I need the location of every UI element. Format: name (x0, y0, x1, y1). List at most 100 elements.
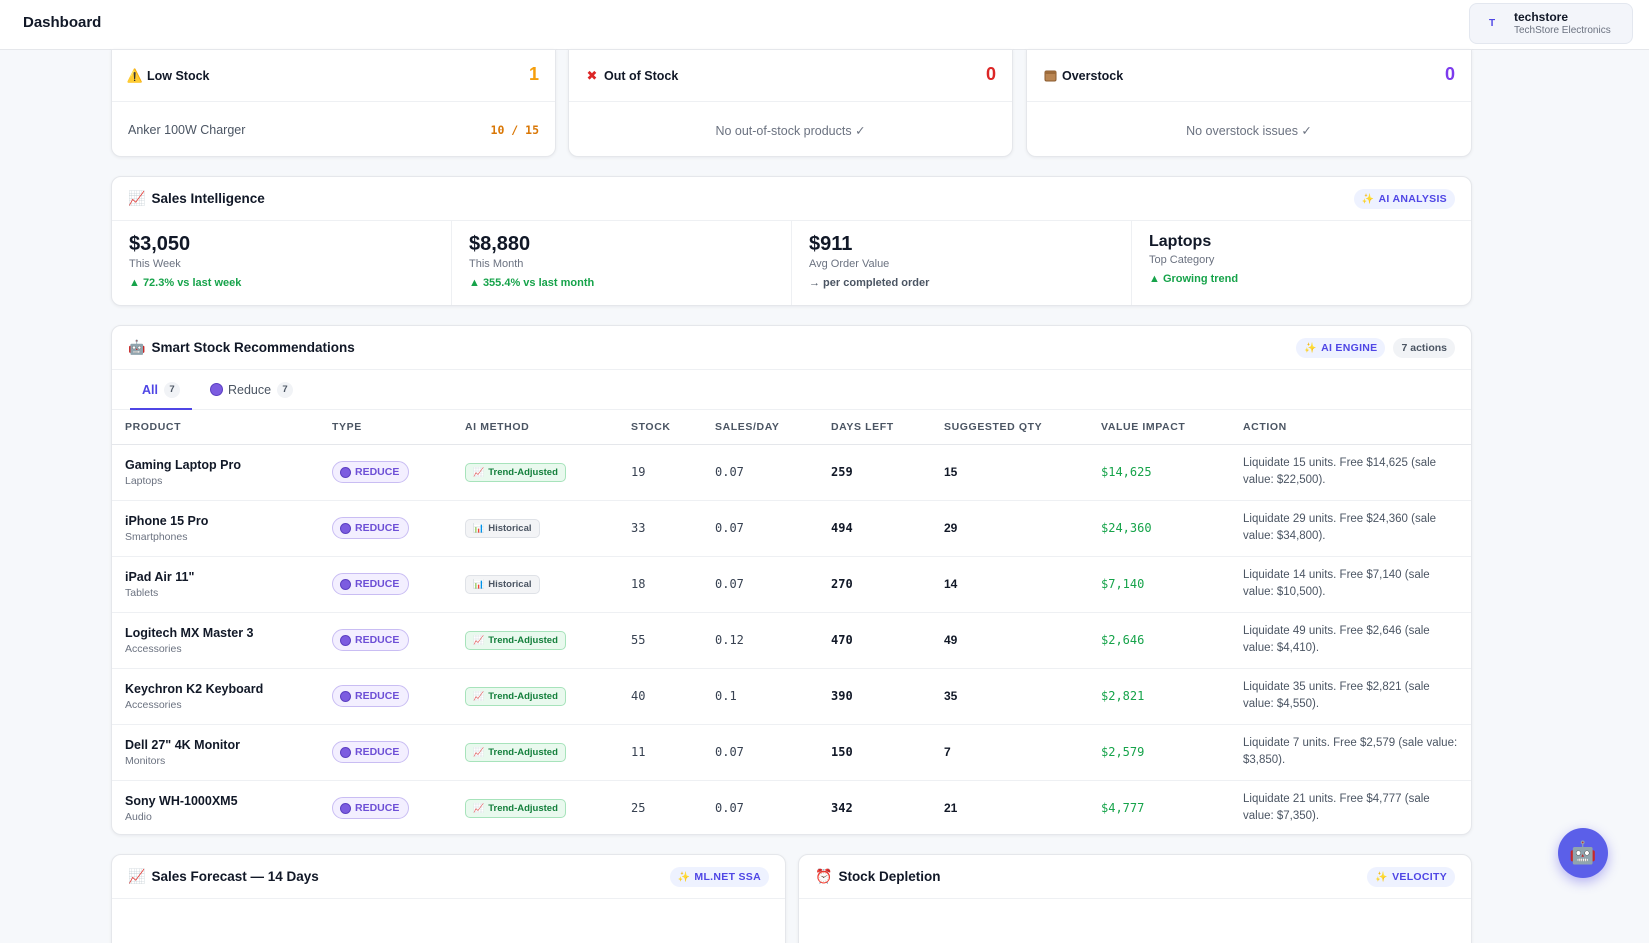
tab-all[interactable]: All 7 (130, 370, 192, 410)
out-of-stock-card: ✖ Out of Stock 0 No out-of-stock product… (568, 49, 1013, 157)
kpi-label: This Month (469, 258, 524, 270)
reduce-badge: REDUCE (332, 797, 410, 820)
recommendation-tabs: All 7 Reduce 7 (112, 370, 1471, 410)
ai-method-badge: 📊 Historical (465, 518, 540, 538)
product-name: iPhone 15 Pro (125, 513, 209, 528)
out-of-stock-count: 0 (985, 64, 996, 84)
sales-per-day-cell: 0.07 (702, 444, 818, 501)
reduce-dot-icon (340, 522, 351, 534)
overstock-card: Overstock 0 No overstock issues ✓ (1026, 49, 1472, 157)
chart-up-icon: 📈 (473, 466, 485, 477)
low-stock-header: ⚠️ Low Stock 1 (112, 50, 555, 102)
assistant-fab-button[interactable]: 🤖 (1558, 828, 1608, 878)
stock-cell: 19 (618, 444, 702, 501)
action-cell: Liquidate 7 units. Free $2,579 (sale val… (1230, 724, 1471, 781)
table-row[interactable]: Sony WH-1000XM5 Audio REDUCE 📈 Trend-Adjuste… (112, 780, 1471, 834)
low-stock-label: Low Stock (147, 68, 210, 83)
recommendations-title: Smart Stock Recommendations (151, 340, 355, 355)
action-cell: Liquidate 14 units. Free $7,140 (sale va… (1230, 556, 1471, 613)
column-header: AI METHOD (452, 410, 618, 445)
stock-cell: 40 (618, 668, 702, 725)
sales-per-day-cell: 0.07 (702, 556, 818, 613)
type-cell: REDUCE (319, 500, 452, 557)
table-row[interactable]: iPad Air 11" Tablets REDUCE 📊 Historical 18 0.… (112, 556, 1471, 613)
out-of-stock-header: ✖ Out of Stock 0 (569, 50, 1012, 102)
product-category: Accessories (125, 642, 182, 655)
column-header: DAYS LEFT (818, 410, 931, 445)
sales-forecast-card: 📈 Sales Forecast — 14 Days ✨ ML.NET SSA (111, 854, 786, 943)
alarm-clock-icon: ⏰ (815, 868, 833, 884)
tab-reduce[interactable]: Reduce 7 (198, 370, 305, 409)
product-name: Dell 27" 4K Monitor (125, 737, 240, 752)
product-cell: iPhone 15 Pro Smartphones (112, 500, 319, 557)
table-row[interactable]: iPhone 15 Pro Smartphones REDUCE 📊 Historica… (112, 500, 1471, 557)
method-cell: 📈 Trend-Adjusted (452, 444, 618, 501)
ai-method-badge: 📈 Trend-Adjusted (465, 742, 566, 762)
column-header: VALUE IMPACT (1088, 410, 1230, 445)
method-cell: 📈 Trend-Adjusted (452, 780, 618, 834)
kpi-trend: ▲ Growing trend (1149, 273, 1239, 285)
type-cell: REDUCE (319, 724, 452, 781)
reduce-badge: REDUCE (332, 517, 410, 539)
sales-intelligence-header: 📈 Sales Intelligence ✨ AI ANALYSIS (112, 177, 1471, 221)
type-cell: REDUCE (319, 668, 452, 725)
value-impact-cell: $24,360 (1088, 500, 1230, 557)
product-cell: Dell 27" 4K Monitor Monitors (112, 724, 319, 781)
actions-count-badge: 7 actions (1393, 338, 1455, 358)
cross-icon: ✖ (586, 67, 598, 83)
chart-up-icon: 📈 (473, 802, 485, 813)
days-left-cell: 494 (818, 500, 931, 557)
reduce-badge: REDUCE (332, 685, 410, 707)
reduce-dot-icon (340, 746, 351, 758)
velocity-badge: ✨ VELOCITY (1367, 867, 1455, 887)
product-name: iPad Air 11" (125, 569, 195, 584)
days-left-cell: 342 (831, 801, 853, 816)
kpi-trend: ▲ 72.3% vs last week (129, 277, 242, 289)
ai-engine-badge: ✨ AI ENGINE (1296, 338, 1386, 358)
sales-forecast-title: Sales Forecast — 14 Days (151, 869, 319, 884)
suggested-qty-cell: 29 (931, 500, 1088, 557)
table-row[interactable]: Logitech MX Master 3 Accessories REDUCE 📈 Tr… (112, 612, 1471, 669)
stock-cell: 55 (618, 612, 702, 669)
ai-method-badge: 📈 Trend-Adjusted (465, 630, 566, 650)
low-stock-item-ratio: 10 / 15 (490, 123, 539, 137)
recommendations-table: PRODUCT TYPE AI METHOD STOCK SALES/DAY DAYS L… (112, 410, 1471, 834)
stock-cell: 18 (618, 556, 702, 613)
column-header: ACTION (1230, 410, 1471, 445)
chart-up-icon: 📈 (473, 746, 485, 757)
chart-up-icon: 📈 (128, 190, 146, 206)
mlnet-badge: ✨ ML.NET SSA (669, 867, 769, 887)
sales-intelligence-title: Sales Intelligence (151, 191, 265, 206)
product-category: Monitors (125, 754, 166, 767)
table-row[interactable]: Dell 27" 4K Monitor Monitors REDUCE 📈 Trend-… (112, 724, 1471, 781)
stock-depletion-header: ⏰ Stock Depletion ✨ VELOCITY (799, 855, 1471, 899)
account-name: techstore (1514, 10, 1569, 24)
table-row[interactable]: Keychron K2 Keyboard Accessories REDUCE 📈 Tr… (112, 668, 1471, 725)
low-stock-item[interactable]: Anker 100W Charger 10 / 15 (112, 102, 555, 156)
low-stock-count: 1 (528, 64, 539, 84)
chart-up-icon: 📈 (473, 690, 485, 701)
product-category: Tablets (125, 586, 159, 599)
ai-method-badge: 📈 Trend-Adjusted (465, 462, 566, 482)
ai-method-badge: 📈 Trend-Adjusted (465, 798, 566, 818)
ai-analysis-badge: ✨ AI ANALYSIS (1353, 189, 1455, 209)
method-cell: 📊 Historical (452, 500, 618, 557)
product-category: Audio (125, 810, 152, 823)
overstock-label: Overstock (1062, 68, 1124, 83)
overstock-header: Overstock 0 (1027, 50, 1471, 102)
product-category: Accessories (125, 698, 182, 711)
overstock-count: 0 (1444, 64, 1455, 84)
days-left-cell: 270 (818, 556, 931, 613)
action-cell: Liquidate 15 units. Free $14,625 (sale v… (1230, 444, 1471, 501)
kpi-label: Avg Order Value (809, 258, 890, 270)
method-cell: 📈 Trend-Adjusted (452, 668, 618, 725)
product-cell: Sony WH-1000XM5 Audio (112, 780, 319, 834)
column-header: PRODUCT (112, 410, 319, 445)
account-switcher[interactable]: T techstore TechStore Electronics (1469, 3, 1633, 44)
robot-icon: 🤖 (1569, 840, 1597, 865)
sales-forecast-header: 📈 Sales Forecast — 14 Days ✨ ML.NET SSA (112, 855, 785, 899)
reduce-dot-icon (340, 466, 351, 478)
product-cell: Logitech MX Master 3 Accessories (112, 612, 319, 669)
table-row[interactable]: Gaming Laptop Pro Laptops REDUCE 📈 Trend-Adj… (112, 444, 1471, 501)
stock-depletion-title: Stock Depletion (838, 869, 941, 884)
